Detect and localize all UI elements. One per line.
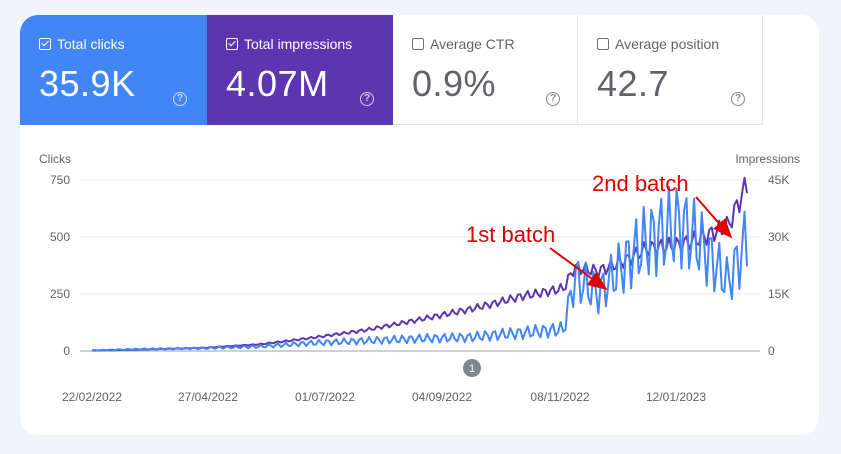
x-axis-ticks: 22/02/2022 27/04/2022 01/07/2022 04/09/2… bbox=[62, 390, 706, 404]
left-tick-label: 750 bbox=[50, 173, 70, 187]
metric-header: Average CTR bbox=[412, 36, 515, 52]
metric-total-clicks[interactable]: Total clicks 35.9K ? bbox=[20, 15, 207, 125]
x-tick-label: 22/02/2022 bbox=[62, 390, 122, 404]
metric-label: Total clicks bbox=[57, 36, 125, 52]
series-lines bbox=[91, 176, 748, 352]
right-tick-label: 30K bbox=[768, 230, 789, 244]
help-icon[interactable]: ? bbox=[546, 92, 560, 106]
left-tick-label: 0 bbox=[63, 344, 70, 358]
help-icon[interactable]: ? bbox=[173, 92, 187, 106]
x-tick-label: 04/09/2022 bbox=[412, 390, 472, 404]
annotation-second-batch: 2nd batch bbox=[592, 171, 733, 239]
metric-tabs: Total clicks 35.9K ? Total impressions 4… bbox=[20, 15, 763, 125]
metric-value: 0.9% bbox=[412, 63, 497, 104]
checkbox-unchecked-icon[interactable] bbox=[597, 38, 609, 50]
metric-header: Total clicks bbox=[39, 36, 125, 52]
annotation-text: 1st batch bbox=[466, 222, 555, 247]
right-tick-label: 15K bbox=[768, 287, 789, 301]
checkbox-checked-icon[interactable] bbox=[226, 38, 238, 50]
metric-header: Average position bbox=[597, 36, 719, 52]
metric-value: 42.7 bbox=[597, 63, 670, 104]
metric-total-impressions[interactable]: Total impressions 4.07M ? bbox=[207, 15, 393, 125]
series-line-total-clicks bbox=[91, 185, 748, 352]
annotation-first-batch: 1st batch bbox=[466, 222, 608, 291]
x-tick-label: 01/07/2022 bbox=[295, 390, 355, 404]
checkbox-checked-icon[interactable] bbox=[39, 38, 51, 50]
x-tick-label: 12/01/2023 bbox=[646, 390, 706, 404]
annotation-marker-label: 1 bbox=[469, 363, 475, 375]
right-axis-title: Impressions bbox=[735, 152, 800, 166]
checkbox-unchecked-icon[interactable] bbox=[412, 38, 424, 50]
left-tick-label: 250 bbox=[50, 287, 70, 301]
annotation-marker-circle bbox=[463, 359, 481, 377]
annotation-arrow bbox=[549, 247, 608, 291]
right-tick-label: 45K bbox=[768, 173, 789, 187]
help-icon[interactable]: ? bbox=[731, 92, 745, 106]
performance-card: Total clicks 35.9K ? Total impressions 4… bbox=[20, 15, 819, 435]
left-tick-label: 500 bbox=[50, 230, 70, 244]
performance-chart: Clicks Impressions 750 500 250 0 45K 30K… bbox=[39, 152, 800, 404]
metric-label: Average CTR bbox=[430, 36, 515, 52]
metric-value: 35.9K bbox=[39, 63, 136, 104]
help-icon[interactable]: ? bbox=[360, 92, 374, 106]
left-axis-title: Clicks bbox=[39, 152, 71, 166]
metric-header: Total impressions bbox=[226, 36, 352, 52]
x-tick-label: 08/11/2022 bbox=[530, 390, 589, 404]
metric-average-ctr[interactable]: Average CTR 0.9% ? bbox=[393, 15, 578, 125]
x-tick-label: 27/04/2022 bbox=[178, 390, 238, 404]
right-axis-ticks: 45K 30K 15K 0 bbox=[768, 173, 789, 358]
right-tick-label: 0 bbox=[768, 344, 775, 358]
gridlines bbox=[80, 179, 760, 352]
annotation-text: 2nd batch bbox=[592, 171, 689, 196]
annotation-marker[interactable]: 1 bbox=[463, 359, 481, 377]
metric-label: Total impressions bbox=[244, 36, 353, 52]
metric-label: Average position bbox=[615, 36, 720, 52]
metric-value: 4.07M bbox=[226, 63, 329, 104]
annotation-arrow bbox=[695, 196, 733, 239]
left-axis-ticks: 750 500 250 0 bbox=[50, 173, 70, 358]
metric-average-position[interactable]: Average position 42.7 ? bbox=[578, 15, 763, 125]
